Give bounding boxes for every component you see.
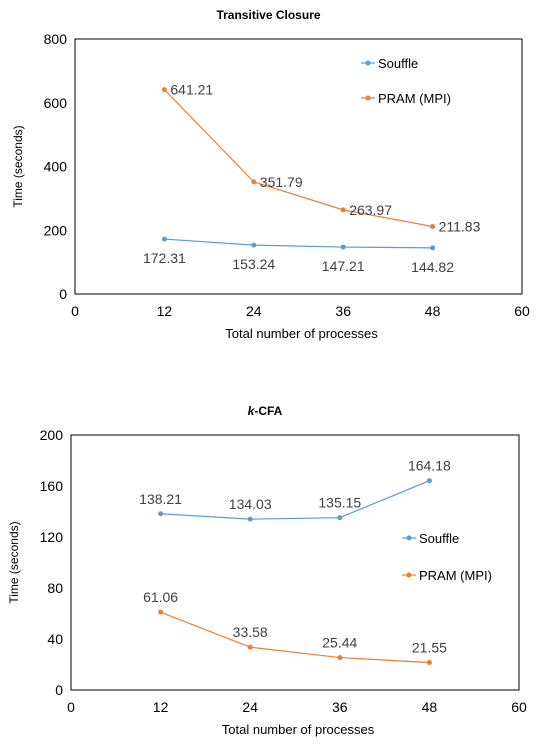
legend-marker [365, 95, 371, 101]
data-point [158, 609, 164, 615]
data-point [426, 660, 432, 666]
data-label: 164.18 [408, 458, 451, 474]
data-label: 135.15 [318, 495, 361, 511]
y-tick-label: 80 [47, 580, 63, 596]
data-point [430, 223, 436, 229]
series-line [160, 611, 430, 664]
data-label: 33.58 [233, 624, 268, 640]
x-tick-label: 36 [332, 699, 348, 715]
x-tick-label: 60 [511, 699, 527, 715]
x-tick-label: 48 [422, 699, 438, 715]
data-point [158, 511, 164, 517]
data-label: 134.03 [229, 496, 272, 512]
legend-marker [406, 535, 412, 541]
data-label: 351.79 [260, 174, 303, 190]
series-line [163, 89, 433, 228]
data-point [251, 179, 257, 185]
data-point [426, 478, 432, 484]
data-label: 641.21 [170, 82, 213, 98]
data-point [340, 207, 346, 213]
plot-frame [70, 434, 520, 691]
y-tick-label: 0 [59, 286, 67, 302]
x-tick-label: 0 [71, 303, 79, 319]
data-label: 147.21 [322, 258, 365, 274]
data-point [161, 236, 167, 242]
chart-title-text: -CFA [254, 404, 282, 418]
legend-label: PRAM (MPI) [378, 91, 451, 106]
y-tick-label: 40 [47, 631, 63, 647]
y-tick-label: 200 [40, 427, 64, 443]
legend-marker [365, 60, 371, 66]
legend-label: Souffle [378, 56, 418, 71]
data-point [247, 644, 253, 650]
data-label: 21.55 [412, 640, 447, 656]
data-point [340, 244, 346, 250]
legend-label: PRAM (MPI) [419, 568, 492, 583]
y-tick-label: 120 [40, 529, 64, 545]
chart-title-prefix: k [248, 404, 256, 418]
x-tick-label: 24 [242, 699, 258, 715]
y-tick-label: 200 [44, 222, 68, 238]
series-line [164, 238, 433, 249]
data-point [430, 245, 436, 251]
data-label: 25.44 [322, 635, 357, 651]
series-line [160, 480, 430, 520]
data-point [337, 515, 343, 521]
x-tick-label: 0 [67, 699, 75, 715]
y-tick-label: 400 [44, 159, 68, 175]
data-point [161, 87, 167, 93]
y-axis-label: Time (seconds) [7, 521, 21, 603]
data-label: 138.21 [139, 491, 182, 507]
x-axis-label: Total number of processes [222, 722, 375, 737]
y-tick-label: 800 [44, 31, 68, 47]
chart-title: k-CFA [248, 404, 283, 418]
data-point [337, 655, 343, 661]
data-label: 61.06 [143, 589, 178, 605]
x-tick-label: 12 [157, 303, 173, 319]
chart-title-text: Transitive Closure [216, 8, 320, 22]
x-tick-label: 60 [514, 303, 530, 319]
y-tick-label: 600 [44, 95, 68, 111]
y-axis-label: Time (seconds) [11, 125, 25, 207]
data-label: 153.24 [232, 256, 275, 272]
legend-marker [406, 572, 412, 578]
y-tick-label: 160 [40, 478, 64, 494]
data-label: 263.97 [349, 202, 392, 218]
x-tick-label: 48 [425, 303, 441, 319]
data-point [251, 242, 257, 248]
data-label: 172.31 [143, 250, 186, 266]
legend-label: Souffle [419, 531, 459, 546]
chart-title: Transitive Closure [216, 8, 320, 22]
x-tick-label: 24 [246, 303, 262, 319]
data-label: 211.83 [439, 218, 481, 234]
x-tick-label: 36 [335, 303, 351, 319]
data-point [247, 516, 253, 522]
y-tick-label: 0 [55, 682, 63, 698]
x-tick-label: 12 [153, 699, 169, 715]
plot-frame [74, 38, 523, 295]
data-label: 144.82 [411, 259, 454, 275]
x-axis-label: Total number of processes [225, 326, 378, 341]
